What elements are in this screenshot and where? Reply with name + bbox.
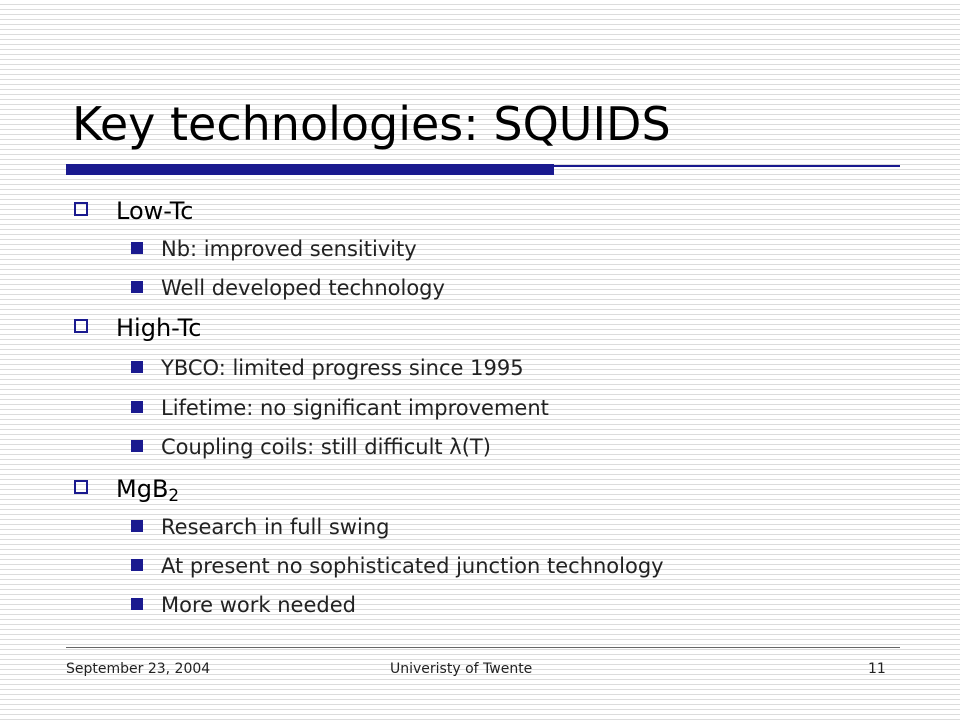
filled-square-bullet-icon: [131, 598, 143, 610]
footer-organization: Univeristy of Twente: [390, 661, 533, 677]
hollow-square-bullet-icon: [74, 202, 88, 216]
hollow-square-bullet-icon: [74, 319, 88, 333]
mgb-subscript: 2: [168, 485, 180, 506]
title-underline-thick: [66, 164, 554, 175]
footer-divider: [66, 647, 900, 648]
footer-page-number: 11: [868, 661, 886, 677]
mgb-base: MgB: [116, 475, 169, 503]
bullet-level1: Low-Tc: [74, 196, 194, 226]
filled-square-bullet-icon: [131, 361, 143, 373]
bullet-text: Well developed technology: [161, 276, 445, 300]
hollow-square-bullet-icon: [74, 480, 88, 494]
bullet-level2: Lifetime: no significant improvement: [131, 395, 549, 421]
filled-square-bullet-icon: [131, 559, 143, 571]
footer-date: September 23, 2004: [66, 661, 211, 677]
bullet-text: MgB2: [116, 475, 180, 506]
filled-square-bullet-icon: [131, 520, 143, 532]
slide-body: Low-Tc Nb: improved sensitivity Well dev…: [74, 196, 664, 618]
bullet-level2: At present no sophisticated junction tec…: [131, 553, 664, 579]
bullet-level2: Coupling coils: still difficult λ(T): [131, 434, 491, 460]
filled-square-bullet-icon: [131, 281, 143, 293]
bullet-level1: MgB2: [74, 474, 180, 510]
filled-square-bullet-icon: [131, 401, 143, 413]
bullet-level2: Research in full swing: [131, 514, 390, 540]
bullet-text: Research in full swing: [161, 515, 390, 539]
bullet-level2: More work needed: [131, 592, 356, 618]
bullet-text: Low-Tc: [116, 197, 194, 225]
bullet-level2: YBCO: limited progress since 1995: [131, 355, 524, 381]
bullet-text: YBCO: limited progress since 1995: [161, 356, 524, 380]
filled-square-bullet-icon: [131, 440, 143, 452]
title-underline-thin: [554, 165, 900, 167]
filled-square-bullet-icon: [131, 242, 143, 254]
bullet-text: Coupling coils: still difficult λ(T): [161, 435, 491, 459]
slide-title: Key technologies: SQUIDS: [72, 97, 671, 151]
bullet-text: Lifetime: no significant improvement: [161, 396, 549, 420]
bullet-level2: Well developed technology: [131, 275, 445, 301]
bullet-level1: High-Tc: [74, 313, 202, 343]
bullet-text: High-Tc: [116, 314, 202, 342]
bullet-text: More work needed: [161, 593, 356, 617]
bullet-text: Nb: improved sensitivity: [161, 237, 417, 261]
bullet-text: At present no sophisticated junction tec…: [161, 554, 664, 578]
bullet-level2: Nb: improved sensitivity: [131, 236, 417, 262]
